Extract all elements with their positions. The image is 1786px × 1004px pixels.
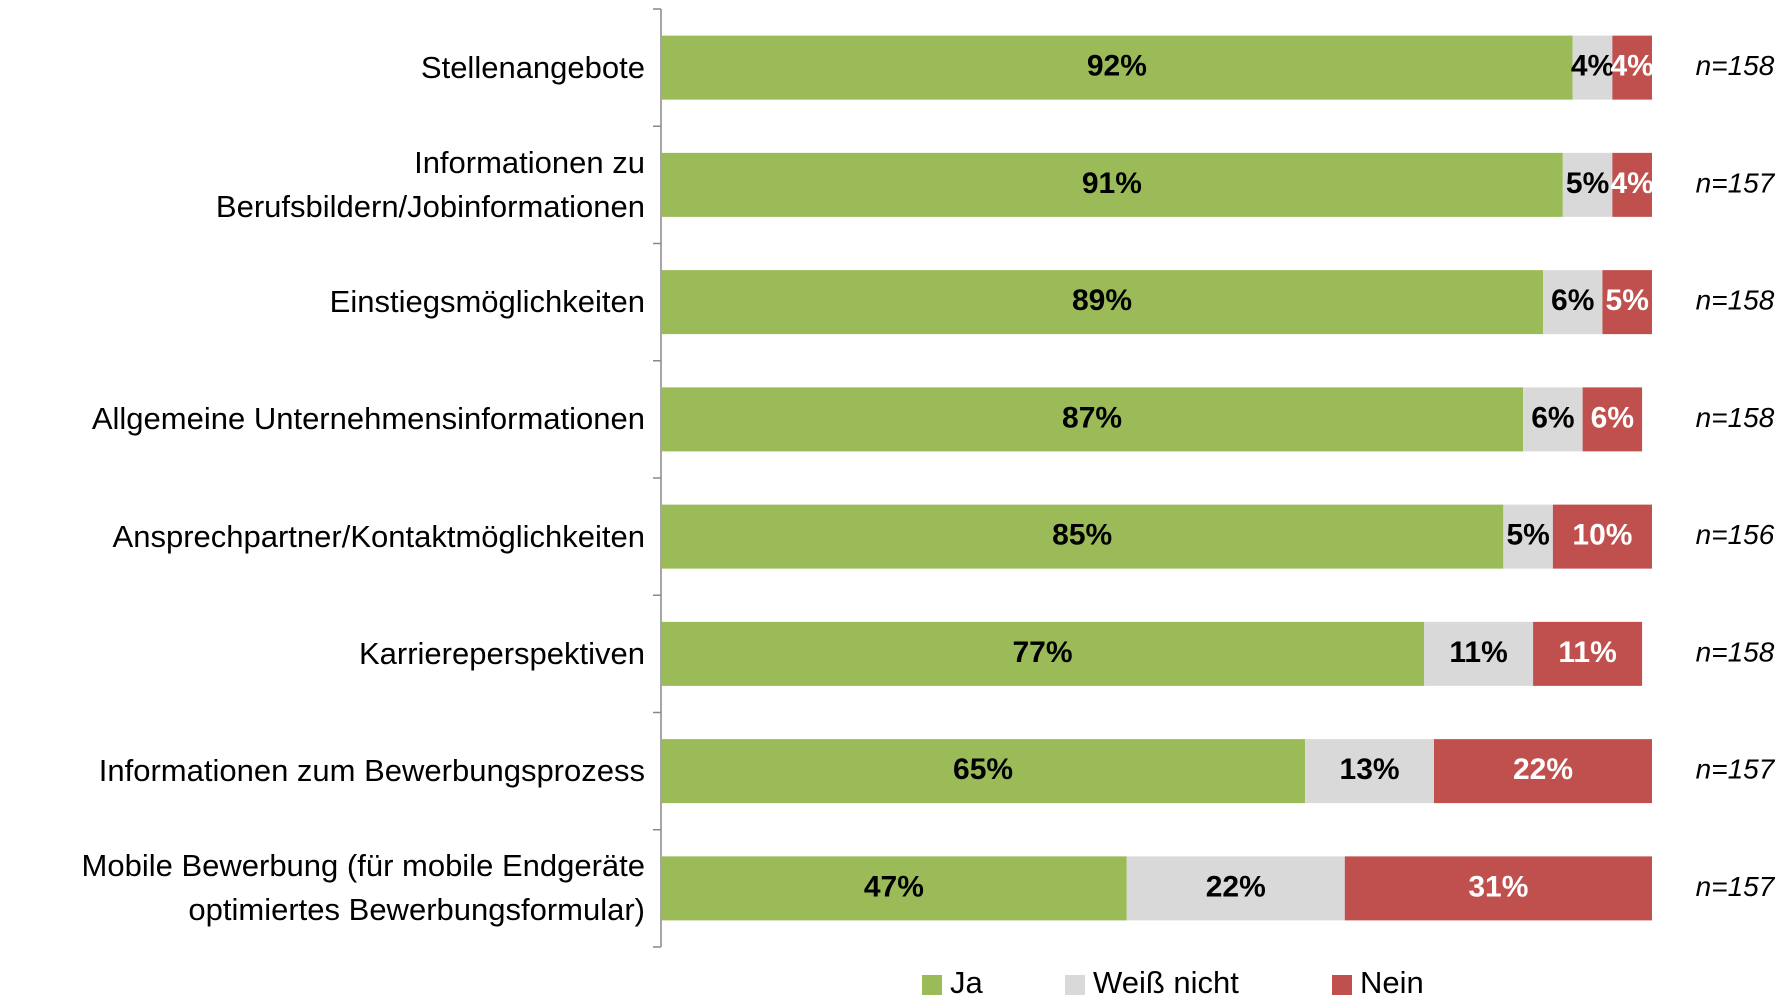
bar-segment — [661, 739, 1306, 804]
bar-segment — [1523, 387, 1583, 452]
bar-segment — [1602, 270, 1652, 335]
data-label: 65% — [953, 753, 1013, 786]
category-label: Stellenangebote — [420, 49, 645, 85]
data-label: 22% — [1513, 753, 1573, 786]
bar-segment — [661, 35, 1573, 100]
bar-segment — [1542, 270, 1603, 335]
data-label: 4% — [1611, 50, 1654, 83]
n-label: n=156 — [1696, 519, 1775, 550]
category-label: Karriereperspektiven — [358, 635, 645, 671]
data-label: 85% — [1052, 519, 1112, 552]
bar-segment — [661, 504, 1504, 569]
data-label: 11% — [1449, 636, 1507, 669]
data-label: 6% — [1531, 401, 1574, 434]
legend-swatch — [922, 975, 942, 995]
legend-label: Nein — [1360, 965, 1424, 1000]
bar-segment — [1552, 504, 1652, 569]
data-label: 5% — [1606, 284, 1649, 317]
bar-segment — [661, 270, 1543, 335]
n-label: n=158 — [1696, 636, 1775, 667]
category-label: Mobile Bewerbung (für mobile Endgeräte o… — [81, 848, 645, 928]
legend-swatch — [1332, 975, 1352, 995]
bar-segment — [1503, 504, 1553, 569]
data-label: 4% — [1571, 50, 1614, 83]
data-label: 6% — [1551, 284, 1594, 317]
category-label: Einstiegsmöglichkeiten — [329, 284, 645, 320]
category-label: Informationen zu Berufsbildern/Jobinform… — [215, 144, 645, 224]
bar-segment — [1126, 856, 1345, 921]
bar-segment — [661, 856, 1127, 921]
bar-segment — [1305, 739, 1434, 804]
data-label: 13% — [1340, 753, 1400, 786]
data-label: 5% — [1566, 167, 1609, 200]
bar-segment — [661, 621, 1425, 686]
bar-segment — [661, 387, 1524, 452]
bar-segment — [1433, 739, 1652, 804]
data-label: 31% — [1468, 870, 1528, 903]
data-label: 6% — [1591, 401, 1634, 434]
data-label: 4% — [1611, 167, 1654, 200]
bar-segment — [1612, 152, 1652, 217]
bar-segment — [1582, 387, 1643, 452]
data-label: 22% — [1206, 870, 1266, 903]
data-label: 10% — [1572, 519, 1632, 552]
bar-segment — [1533, 621, 1643, 686]
legend-swatch — [1065, 975, 1085, 995]
bar-segment — [1562, 152, 1613, 217]
bar-segment — [661, 152, 1563, 217]
n-label: n=158 — [1696, 285, 1775, 316]
n-label: n=158 — [1696, 50, 1775, 81]
n-label: n=157 — [1696, 167, 1776, 198]
legend-label: Weiß nicht — [1093, 965, 1239, 1000]
data-label: 89% — [1072, 284, 1132, 317]
data-label: 5% — [1506, 519, 1549, 552]
data-label: 91% — [1082, 167, 1142, 200]
bar-segment — [1344, 856, 1652, 921]
data-label: 77% — [1013, 636, 1073, 669]
bar-segment — [1572, 35, 1613, 100]
legend-label: Ja — [950, 965, 984, 1000]
n-label: n=157 — [1696, 871, 1776, 902]
data-label: 47% — [864, 870, 924, 903]
bar-segment — [1612, 35, 1652, 100]
category-label: Allgemeine Unternehmensinformationen — [91, 401, 645, 437]
category-label: Informationen zum Bewerbungsprozess — [98, 753, 645, 789]
data-label: 11% — [1558, 636, 1616, 669]
data-label: 87% — [1062, 401, 1122, 434]
bar-segment — [1424, 621, 1534, 686]
category-label: Ansprechpartner/Kontaktmöglichkeiten — [112, 518, 645, 554]
n-label: n=158 — [1696, 402, 1775, 433]
data-label: 92% — [1087, 50, 1147, 83]
n-label: n=157 — [1696, 754, 1776, 785]
